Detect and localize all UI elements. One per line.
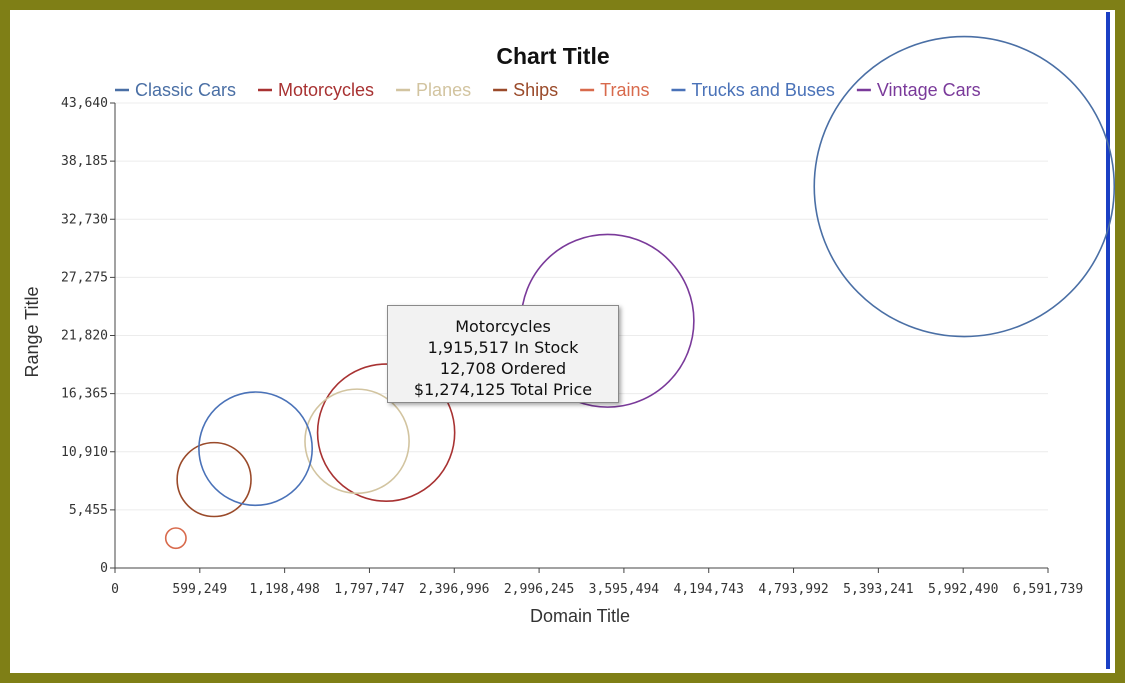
y-tick-label: 0 — [100, 561, 108, 576]
y-tick-label: 38,185 — [61, 154, 108, 169]
legend-item-trains[interactable]: Trains — [600, 80, 649, 100]
legend-item-trucks-and-buses[interactable]: Trucks and Buses — [691, 80, 834, 100]
y-axis-title: Range Title — [22, 286, 42, 377]
y-tick-label: 5,455 — [69, 503, 108, 518]
bubble-classic-cars[interactable] — [813, 35, 1116, 338]
y-tick-label: 10,910 — [61, 445, 108, 460]
x-tick-label: 2,996,245 — [504, 582, 574, 597]
bubbles — [164, 35, 1116, 550]
x-tick-label: 1,198,498 — [249, 582, 319, 597]
x-tick-label: 2,396,996 — [419, 582, 489, 597]
y-tick-label: 43,640 — [61, 96, 108, 111]
x-tick-label: 4,194,743 — [674, 582, 744, 597]
x-tick-label: 5,992,490 — [928, 582, 998, 597]
legend-item-ships[interactable]: Ships — [513, 80, 558, 100]
chart-title: Chart Title — [496, 43, 609, 69]
axes — [110, 102, 1049, 573]
legend: Classic Cars Motorcycles Planes Ships Trains… — [115, 80, 981, 100]
x-tick-label: 1,797,747 — [334, 582, 404, 597]
tooltip-line-series: Motorcycles — [455, 317, 551, 336]
y-tick-label: 32,730 — [61, 212, 108, 227]
x-axis-title: Domain Title — [530, 606, 630, 626]
bubble-ships[interactable] — [176, 441, 252, 518]
bubble-trucks-and-buses[interactable] — [198, 391, 313, 507]
x-tick-label: 3,595,494 — [589, 582, 660, 597]
tooltip-line-stock: 1,915,517 In Stock — [427, 338, 579, 357]
bubble-motorcycles[interactable] — [316, 363, 456, 502]
x-tick-label: 4,793,992 — [758, 582, 828, 597]
y-tick-label: 27,275 — [61, 270, 108, 285]
legend-item-vintage-cars[interactable]: Vintage Cars — [877, 80, 981, 100]
tooltip-line-price: $1,274,125 Total Price — [413, 380, 593, 399]
scrollbar-edge[interactable] — [1106, 12, 1110, 669]
x-tick-label: 5,393,241 — [843, 582, 913, 597]
bubble-tooltip: Motorcycles 1,915,517 In Stock 12,708 Or… — [387, 305, 619, 403]
legend-item-planes[interactable]: Planes — [416, 80, 471, 100]
legend-item-motorcycles[interactable]: Motorcycles — [278, 80, 374, 100]
x-tick-label: 6,591,739 — [1013, 582, 1083, 597]
x-tick-label: 599,249 — [172, 582, 227, 597]
bubble-trains[interactable] — [164, 527, 187, 550]
bubble-planes[interactable] — [304, 388, 410, 495]
y-tick-label: 21,820 — [61, 329, 108, 344]
y-tick-label: 16,365 — [61, 387, 108, 402]
y-tick-labels: 0 5,455 10,910 16,365 21,820 27,275 32,730 38,1… — [61, 96, 108, 576]
x-tick-labels: 0 599,249 1,198,498 1,797,747 2,396,996 2,996… — [111, 582, 1083, 597]
x-tick-label: 0 — [111, 582, 119, 597]
gridlines — [115, 102, 1048, 511]
tooltip-line-ordered: 12,708 Ordered — [439, 359, 567, 378]
legend-item-classic-cars[interactable]: Classic Cars — [135, 80, 236, 100]
